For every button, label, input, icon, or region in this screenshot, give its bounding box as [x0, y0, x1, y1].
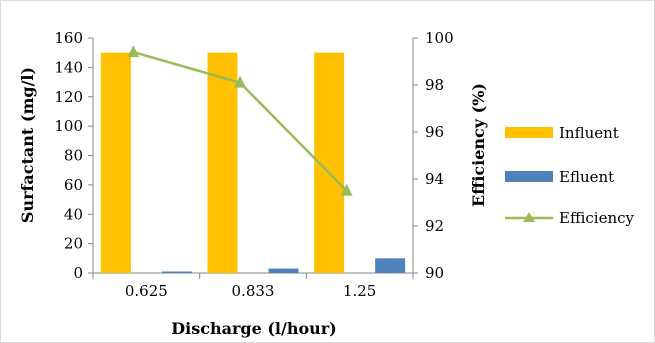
left-tick-label: 100 [54, 117, 83, 135]
point-efficiency-1.25 [340, 183, 353, 196]
x-tick-label: 0.625 [125, 282, 168, 300]
left-tick-label: 0 [73, 264, 83, 282]
axes-layer [88, 37, 418, 279]
legend-label-efficiency: Efficiency [559, 209, 635, 227]
legend: Influent Efluent Efficiency [505, 124, 635, 227]
right-tick-label: 92 [425, 217, 444, 235]
right-tick-label: 90 [425, 264, 444, 282]
left-tick-label: 160 [54, 29, 83, 47]
bar-efluent-0.625 [161, 271, 192, 273]
legend-marker-efficiency [523, 212, 535, 222]
left-tick-label: 20 [64, 235, 83, 253]
bar-influent-0.625 [100, 52, 131, 273]
right-tick-label: 100 [425, 29, 454, 47]
bar-efluent-1.25 [375, 258, 406, 273]
left-tick-label: 60 [64, 176, 83, 194]
right-tick-label: 94 [425, 170, 444, 188]
labels-layer: 0 20 40 60 80 100 120 140 160 90 92 94 96 98 100 0.625 0… [54, 29, 453, 300]
x-tick-label: 1.25 [343, 282, 376, 300]
left-tick-label: 80 [64, 147, 83, 165]
x-tick-label: 0.833 [232, 282, 275, 300]
right-axis-title: Efficiency (%) [469, 83, 488, 207]
x-axis-title: Discharge (l/hour) [171, 319, 337, 338]
left-axis-title: Surfactant (mg/l) [18, 67, 37, 223]
point-efficiency-0.625 [127, 45, 140, 58]
left-tick-label: 140 [54, 58, 83, 76]
legend-label-efluent: Efluent [559, 168, 614, 186]
left-tick-label: 120 [54, 88, 83, 106]
bar-efluent-0.833 [268, 268, 299, 273]
bar-influent-0.833 [207, 52, 238, 273]
legend-label-influent: Influent [559, 124, 619, 142]
left-tick-label: 40 [64, 205, 83, 223]
line-layer [127, 45, 353, 196]
bars-layer [100, 52, 406, 273]
point-efficiency-0.833 [234, 75, 246, 88]
right-tick-label: 98 [425, 76, 444, 94]
legend-swatch-efluent [505, 171, 553, 182]
legend-swatch-influent [505, 127, 553, 138]
right-tick-label: 96 [425, 123, 444, 141]
